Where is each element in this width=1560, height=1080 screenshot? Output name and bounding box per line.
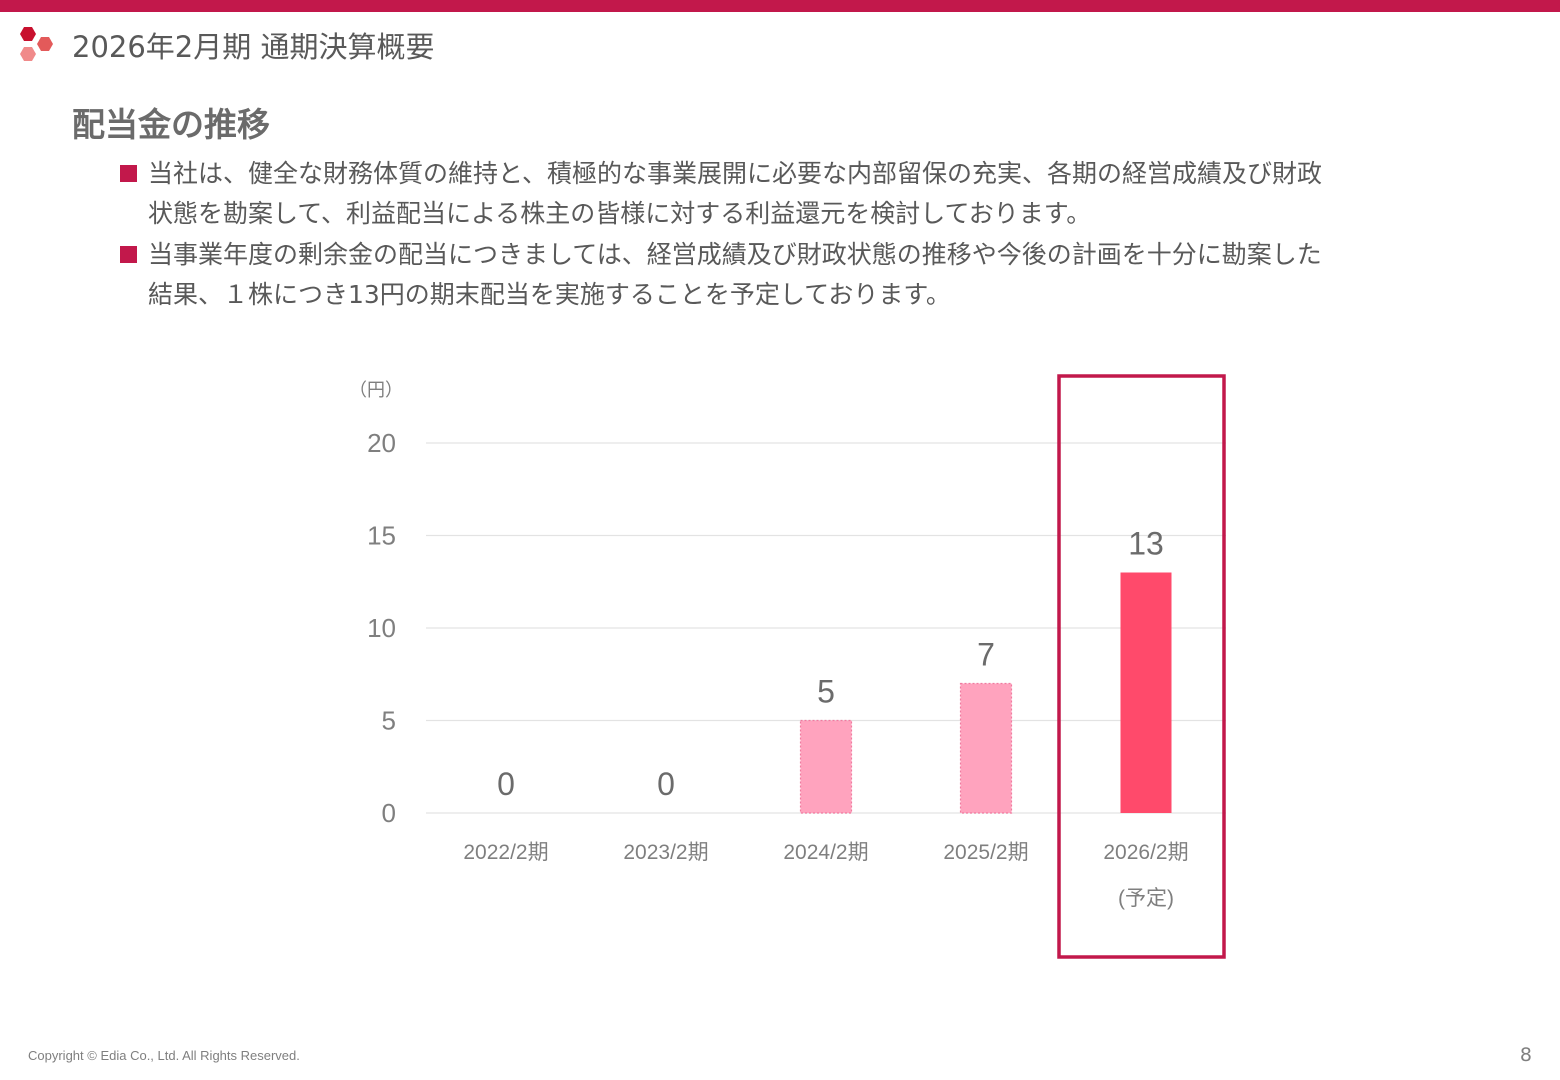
data-label: 5: [817, 674, 835, 710]
bullet-text: 当事業年度の剰余金の配当につきましては、経営成績及び財政状態の推移や今後の計画を…: [148, 240, 1322, 309]
data-label: 13: [1128, 526, 1164, 562]
copyright-text: Copyright © Edia Co., Ltd. All Rights Re…: [28, 1048, 300, 1063]
bar-2024/2期: [799, 719, 853, 814]
y-tick-label: 0: [382, 798, 396, 828]
y-tick-label: 5: [382, 706, 396, 736]
company-logo-icon: [20, 27, 53, 61]
y-tick-label: 20: [367, 428, 396, 458]
bullet-list: 当社は、健全な財務体質の維持と、積極的な事業展開に必要な内部留保の充実、各期の経…: [120, 154, 1480, 316]
x-tick-label: 2026/2期: [1103, 841, 1188, 864]
page-number: 8: [1519, 1044, 1532, 1066]
x-tick-label: 2024/2期: [783, 841, 868, 864]
bullet-item: 当社は、健全な財務体質の維持と、積極的な事業展開に必要な内部留保の充実、各期の経…: [120, 154, 1480, 234]
data-label: 0: [657, 766, 675, 802]
y-tick-label: 10: [367, 613, 396, 643]
x-tick-note: (予定): [1118, 887, 1174, 910]
bar-2026/2期: [1120, 572, 1172, 813]
x-tick-label: 2022/2期: [463, 841, 548, 864]
y-axis-unit-label: （円）: [349, 380, 403, 400]
top-accent-bar: [0, 0, 1560, 12]
page-title: 2026年2月期 通期決算概要: [72, 30, 435, 64]
forecast-highlight-box: [1057, 374, 1226, 959]
bullet-item: 当事業年度の剰余金の配当につきましては、経営成績及び財政状態の推移や今後の計画を…: [120, 235, 1480, 315]
x-tick-label: 2023/2期: [623, 841, 708, 864]
bullet-text: 当社は、健全な財務体質の維持と、積極的な事業展開に必要な内部留保の充実、各期の経…: [148, 159, 1323, 228]
bullet-square-icon: [120, 165, 137, 182]
y-tick-label: 15: [367, 521, 396, 551]
data-label: 7: [977, 637, 995, 673]
x-tick-label: 2025/2期: [943, 841, 1028, 864]
bar-2025/2期: [959, 682, 1013, 814]
data-label: 0: [497, 766, 515, 802]
section-title: 配当金の推移: [72, 105, 270, 144]
bullet-square-icon: [120, 246, 137, 263]
